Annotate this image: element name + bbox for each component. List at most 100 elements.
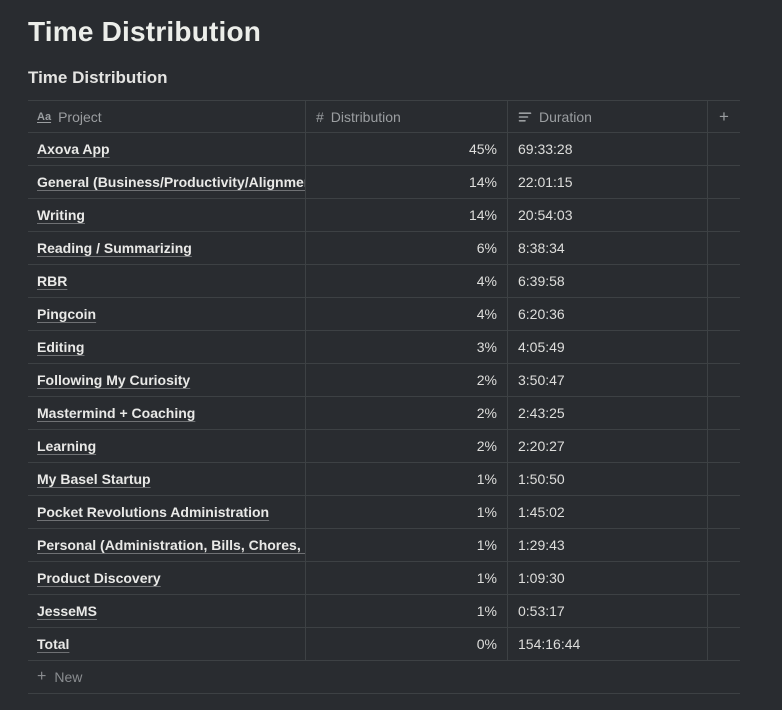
- column-label-project: Project: [58, 108, 102, 125]
- duration-value: 8:38:34: [518, 240, 565, 256]
- duration-cell[interactable]: 2:20:27: [508, 430, 708, 462]
- distribution-cell[interactable]: 1%: [306, 463, 508, 495]
- duration-cell[interactable]: 3:50:47: [508, 364, 708, 396]
- distribution-value: 1%: [476, 537, 497, 553]
- project-title-link: Personal (Administration, Bills, Chores,…: [37, 537, 306, 553]
- title-property-icon: Aa: [37, 110, 52, 123]
- project-cell[interactable]: Following My Curiosity: [28, 364, 306, 396]
- distribution-cell[interactable]: 45%: [306, 133, 508, 165]
- distribution-cell[interactable]: 1%: [306, 529, 508, 561]
- project-title-link: Pingcoin: [37, 306, 97, 322]
- duration-cell[interactable]: 2:43:25: [508, 397, 708, 429]
- duration-value: 22:01:15: [518, 174, 573, 190]
- distribution-value: 14%: [468, 174, 497, 190]
- duration-cell[interactable]: 6:20:36: [508, 298, 708, 330]
- distribution-cell[interactable]: 2%: [306, 397, 508, 429]
- duration-cell[interactable]: 0:53:17: [508, 595, 708, 627]
- project-title-link: My Basel Startup: [37, 471, 151, 487]
- text-property-icon: [518, 110, 532, 124]
- project-cell[interactable]: Writing: [28, 199, 306, 231]
- project-cell[interactable]: Mastermind + Coaching: [28, 397, 306, 429]
- column-header-project[interactable]: Aa Project: [28, 101, 306, 132]
- row-trailing-cell: [708, 298, 740, 330]
- row-trailing-cell: [708, 199, 740, 231]
- project-cell[interactable]: Personal (Administration, Bills, Chores,…: [28, 529, 306, 561]
- project-cell[interactable]: Editing: [28, 331, 306, 363]
- duration-value: 2:20:27: [518, 438, 565, 454]
- row-trailing-cell: [708, 331, 740, 363]
- distribution-value: 1%: [476, 570, 497, 586]
- row-trailing-cell: [708, 430, 740, 462]
- project-cell[interactable]: Product Discovery: [28, 562, 306, 594]
- plus-icon: +: [719, 106, 729, 126]
- duration-value: 1:50:50: [518, 471, 565, 487]
- distribution-cell[interactable]: 14%: [306, 166, 508, 198]
- project-title-link: Pocket Revolutions Administration: [37, 504, 270, 520]
- duration-cell[interactable]: 4:05:49: [508, 331, 708, 363]
- duration-cell[interactable]: 22:01:15: [508, 166, 708, 198]
- row-trailing-cell: [708, 595, 740, 627]
- distribution-cell[interactable]: 6%: [306, 232, 508, 264]
- project-cell[interactable]: Pingcoin: [28, 298, 306, 330]
- row-trailing-cell: [708, 265, 740, 297]
- column-header-distribution[interactable]: # Distribution: [306, 101, 508, 132]
- distribution-cell[interactable]: 1%: [306, 496, 508, 528]
- duration-value: 1:09:30: [518, 570, 565, 586]
- project-cell[interactable]: Axova App: [28, 133, 306, 165]
- duration-value: 6:39:58: [518, 273, 565, 289]
- project-cell[interactable]: JesseMS: [28, 595, 306, 627]
- project-title-link: Axova App: [37, 141, 110, 157]
- project-cell[interactable]: Learning: [28, 430, 306, 462]
- duration-cell[interactable]: 1:45:02: [508, 496, 708, 528]
- distribution-cell[interactable]: 0%: [306, 628, 508, 660]
- duration-cell[interactable]: 20:54:03: [508, 199, 708, 231]
- distribution-cell[interactable]: 14%: [306, 199, 508, 231]
- row-trailing-cell: [708, 562, 740, 594]
- table-row: Following My Curiosity 2% 3:50:47: [28, 364, 740, 397]
- distribution-value: 2%: [476, 372, 497, 388]
- duration-value: 154:16:44: [518, 636, 581, 652]
- time-distribution-table: Aa Project # Distribution Duration +: [28, 100, 740, 694]
- column-label-distribution: Distribution: [330, 108, 401, 125]
- duration-cell[interactable]: 69:33:28: [508, 133, 708, 165]
- new-row-button[interactable]: + New: [28, 661, 740, 694]
- project-cell[interactable]: My Basel Startup: [28, 463, 306, 495]
- column-label-duration: Duration: [539, 108, 592, 125]
- distribution-cell[interactable]: 4%: [306, 265, 508, 297]
- project-cell[interactable]: Reading / Summarizing: [28, 232, 306, 264]
- column-header-duration[interactable]: Duration: [508, 101, 708, 132]
- project-title-link: JesseMS: [37, 603, 97, 619]
- distribution-value: 0%: [476, 636, 497, 652]
- table-body: Axova App 45% 69:33:28 General (Business…: [28, 133, 740, 661]
- duration-value: 6:20:36: [518, 306, 565, 322]
- table-row: JesseMS 1% 0:53:17: [28, 595, 740, 628]
- add-column-button[interactable]: +: [708, 101, 740, 132]
- distribution-cell[interactable]: 4%: [306, 298, 508, 330]
- project-cell[interactable]: RBR: [28, 265, 306, 297]
- distribution-cell[interactable]: 3%: [306, 331, 508, 363]
- duration-value: 69:33:28: [518, 141, 573, 157]
- duration-cell[interactable]: 1:29:43: [508, 529, 708, 561]
- duration-cell[interactable]: 1:50:50: [508, 463, 708, 495]
- project-title-link: RBR: [37, 273, 68, 289]
- project-cell[interactable]: Pocket Revolutions Administration: [28, 496, 306, 528]
- project-cell[interactable]: General (Business/Productivity/Alignment…: [28, 166, 306, 198]
- distribution-cell[interactable]: 2%: [306, 430, 508, 462]
- duration-cell[interactable]: 1:09:30: [508, 562, 708, 594]
- table-row: Mastermind + Coaching 2% 2:43:25: [28, 397, 740, 430]
- distribution-cell[interactable]: 2%: [306, 364, 508, 396]
- duration-cell[interactable]: 6:39:58: [508, 265, 708, 297]
- project-cell[interactable]: Total: [28, 628, 306, 660]
- row-trailing-cell: [708, 529, 740, 561]
- project-title-link: Following My Curiosity: [37, 372, 191, 388]
- distribution-cell[interactable]: 1%: [306, 595, 508, 627]
- duration-cell[interactable]: 8:38:34: [508, 232, 708, 264]
- row-trailing-cell: [708, 166, 740, 198]
- distribution-value: 1%: [476, 504, 497, 520]
- distribution-cell[interactable]: 1%: [306, 562, 508, 594]
- row-trailing-cell: [708, 232, 740, 264]
- duration-cell[interactable]: 154:16:44: [508, 628, 708, 660]
- table-row: Total 0% 154:16:44: [28, 628, 740, 661]
- table-row: Personal (Administration, Bills, Chores,…: [28, 529, 740, 562]
- table-row: Editing 3% 4:05:49: [28, 331, 740, 364]
